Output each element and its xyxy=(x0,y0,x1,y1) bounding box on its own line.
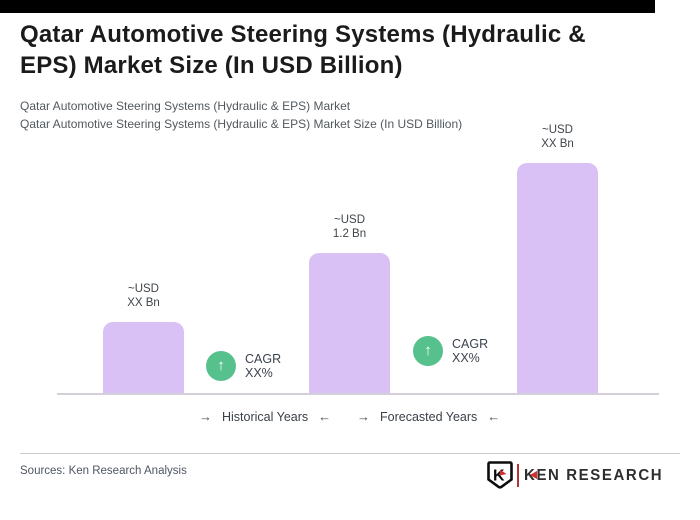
bar-value-line2: 1.2 Bn xyxy=(332,228,367,240)
ken-research-logo: K K EN RESEARCH xyxy=(487,461,663,489)
arrow-right-icon: → xyxy=(199,409,212,424)
cagr-up-arrow-icon: ↑ xyxy=(217,356,225,374)
bar-value-line1: ~USD xyxy=(334,214,365,226)
chart-subtitle: Qatar Automotive Steering Systems (Hydra… xyxy=(20,97,580,133)
arrow-left-icon: ← xyxy=(318,409,332,424)
cagr-circle: ↑ xyxy=(206,351,236,381)
axis-label-text: Forecasted Years xyxy=(380,409,478,424)
logo-text: K EN RESEARCH xyxy=(524,466,663,483)
logo-red-divider xyxy=(517,463,519,487)
bar-historical xyxy=(103,322,184,394)
bar-current xyxy=(309,253,390,394)
axis-label-forecasted-years: → Forecasted Years ← xyxy=(357,409,500,424)
axis-label-historical-years: → Historical Years ← xyxy=(199,409,331,424)
logo-text-rest: EN RESEARCH xyxy=(536,466,664,484)
page-title: Qatar Automotive Steering Systems (Hydra… xyxy=(20,19,660,81)
cagr-label: CAGR xyxy=(452,337,489,351)
logo-k-glyph: K xyxy=(524,466,537,484)
cagr-badge-1: ↑ CAGR XX% xyxy=(206,351,281,381)
bar-value-line1: ~USD xyxy=(541,124,573,136)
arrow-left-icon: ← xyxy=(487,409,501,424)
chart-subtitle-line2: Qatar Automotive Steering Systems (Hydra… xyxy=(20,117,463,131)
svg-text:K: K xyxy=(493,468,505,485)
page-title-line1: Qatar Automotive Steering Systems (Hydra… xyxy=(20,21,586,48)
cagr-badge-2: ↑ CAGR XX% xyxy=(413,336,488,366)
cagr-value: XX% xyxy=(245,366,273,380)
bar-value-line2: XX Bn xyxy=(127,297,160,309)
bar-value-label: ~USD XX Bn xyxy=(127,282,160,310)
cagr-label: CAGR xyxy=(245,352,282,366)
bar-value-label: ~USD 1.2 Bn xyxy=(333,213,366,241)
bar-group-current: ~USD 1.2 Bn xyxy=(309,213,390,394)
top-black-bar xyxy=(0,0,655,13)
bar-group-historical: ~USD XX Bn xyxy=(103,282,184,394)
page-title-line2: EPS) Market Size (In USD Billion) xyxy=(20,52,403,79)
bar-forecast xyxy=(517,163,598,394)
sources-text: Sources: Ken Research Analysis xyxy=(20,465,187,477)
bar-value-line2: XX Bn xyxy=(541,138,574,150)
bar-value-label: ~USD XX Bn xyxy=(541,123,574,151)
axis-label-text: Historical Years xyxy=(222,409,309,424)
bar-group-forecast: ~USD XX Bn xyxy=(517,123,598,394)
x-axis-line xyxy=(57,393,659,395)
cagr-up-arrow-icon: ↑ xyxy=(424,341,432,359)
cagr-circle: ↑ xyxy=(413,336,443,366)
footer-divider xyxy=(20,453,680,454)
arrow-right-icon: → xyxy=(357,409,370,424)
chart-subtitle-line1: Qatar Automotive Steering Systems (Hydra… xyxy=(20,99,351,113)
bar-chart: ~USD XX Bn ~USD 1.2 Bn ~USD XX Bn ↑ xyxy=(0,100,700,395)
cagr-value: XX% xyxy=(452,351,480,365)
logo-red-triangle-icon xyxy=(530,470,537,479)
ken-research-emblem-icon: K xyxy=(487,461,513,489)
cagr-text: CAGR XX% xyxy=(245,352,281,380)
logo-letter-k: K xyxy=(524,466,537,484)
bar-value-line1: ~USD xyxy=(127,283,159,295)
cagr-text: CAGR XX% xyxy=(452,337,488,365)
